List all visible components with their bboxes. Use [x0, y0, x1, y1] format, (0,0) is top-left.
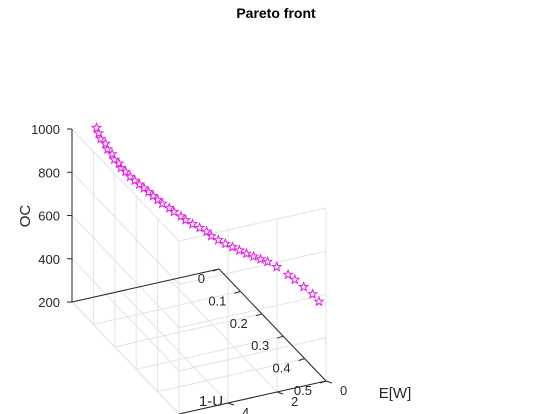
data-point — [254, 253, 267, 264]
data-point — [282, 268, 294, 280]
x-axis-label: 1-U — [199, 393, 223, 410]
y-tick-label: 2 — [291, 394, 298, 409]
x-tick-label: 0.4 — [273, 361, 291, 376]
grid-line — [178, 294, 327, 328]
x-tick-label: 0.5 — [294, 383, 312, 398]
data-point — [133, 178, 145, 190]
data-point — [142, 186, 155, 197]
data-point — [129, 174, 141, 186]
y-tick-mark — [276, 391, 284, 395]
z-axis-label: OC — [17, 205, 34, 228]
data-point — [90, 121, 103, 133]
grid-line — [178, 337, 327, 372]
z-tick-label: 400 — [38, 252, 60, 267]
y-tick-label: 0 — [340, 383, 347, 398]
x-tick-mark — [234, 290, 241, 294]
data-point — [247, 250, 260, 262]
data-point — [298, 281, 310, 292]
data-point — [201, 225, 213, 237]
grid-line — [71, 215, 180, 328]
grid-line — [169, 279, 278, 393]
data-point — [233, 244, 246, 256]
grid-line — [93, 290, 241, 325]
grid-lines — [71, 128, 327, 414]
grid-line — [178, 250, 327, 285]
z-tick-label: 200 — [38, 295, 60, 310]
data-point — [212, 234, 224, 245]
x-axis-line — [71, 268, 220, 303]
data-point — [156, 197, 168, 209]
data-point — [119, 165, 132, 177]
data-point — [219, 237, 231, 249]
data-point — [113, 157, 125, 169]
grid-line — [114, 313, 262, 348]
x-tick-mark — [319, 380, 327, 384]
grid-line — [71, 171, 180, 285]
data-point — [124, 170, 136, 182]
x-tick-label: 0 — [198, 271, 205, 286]
x-tick-label: 0.3 — [251, 338, 269, 353]
data-point — [152, 193, 164, 205]
x-tick-mark — [298, 358, 305, 362]
y-axis-line — [178, 380, 327, 414]
y-tick-mark — [227, 402, 235, 406]
y-tick-label: 4 — [242, 405, 249, 414]
data-point — [289, 273, 301, 285]
data-point — [261, 255, 274, 267]
x-tick-mark — [255, 313, 262, 317]
z-tick-label: 1000 — [31, 122, 60, 137]
data-point — [101, 143, 114, 155]
data-point — [106, 148, 118, 159]
z-tick-label: 800 — [38, 165, 60, 180]
x-tick-mark — [212, 268, 220, 272]
data-point — [226, 241, 239, 252]
chart-title: Pareto front — [236, 5, 316, 21]
data-point — [147, 190, 159, 201]
data-point — [186, 218, 199, 229]
data-point — [163, 202, 175, 213]
grid-line — [178, 207, 327, 242]
z-tick-label: 600 — [38, 209, 60, 224]
data-point — [95, 132, 107, 144]
grid-line — [136, 335, 284, 370]
data-point — [108, 153, 120, 165]
data-points — [90, 121, 325, 307]
x-axis-line — [218, 268, 327, 382]
x-tick-label: 0.1 — [208, 293, 226, 308]
data-point — [205, 230, 217, 241]
grid-line — [120, 290, 229, 404]
data-point — [306, 288, 319, 300]
data-point — [271, 260, 283, 272]
x-tick-mark — [277, 335, 284, 339]
data-point — [175, 210, 187, 222]
grid-line — [71, 128, 180, 242]
data-point — [168, 205, 180, 217]
data-point — [240, 247, 253, 259]
grid-line — [71, 301, 180, 414]
data-point — [93, 127, 105, 139]
data-point — [179, 214, 192, 225]
data-point — [313, 295, 325, 307]
y-tick-mark — [325, 380, 333, 384]
y-axis-label: E[W] — [379, 385, 412, 402]
x-tick-label: 0.2 — [230, 316, 248, 331]
data-point — [99, 137, 112, 149]
data-point — [115, 161, 127, 173]
grid-line — [71, 258, 180, 372]
grid-line — [157, 358, 305, 393]
data-point — [138, 182, 150, 194]
data-point — [193, 221, 206, 233]
axis-lines — [67, 128, 333, 414]
